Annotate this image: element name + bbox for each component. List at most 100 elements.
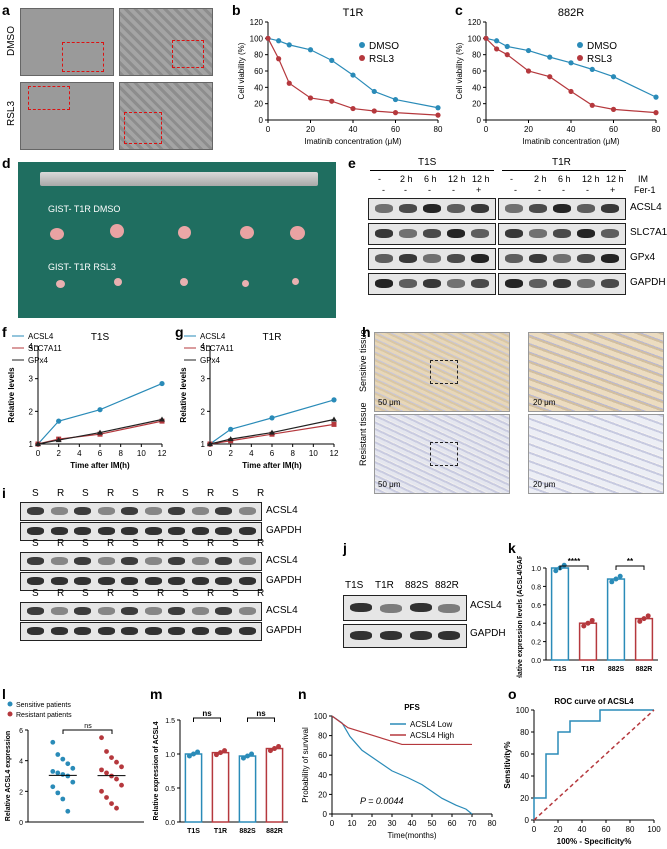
x-tick-label: 0: [266, 125, 271, 134]
data-point: [372, 89, 377, 94]
x-tick-label: T1R: [581, 666, 594, 673]
blot-e-label: GPx4: [630, 252, 655, 263]
y-tick-label: 0: [525, 816, 530, 825]
data-point: [269, 415, 274, 420]
x-tick-label: 20: [368, 819, 377, 828]
panel-a-letter: a: [2, 2, 10, 18]
reference-line: [534, 710, 654, 820]
chart-title: ROC curve of ACSL4: [554, 697, 634, 706]
tumor: [290, 226, 305, 240]
x-tick-label: 40: [567, 125, 576, 134]
data-point: [553, 568, 558, 573]
time-label: 12 h: [448, 174, 466, 184]
data-point: [276, 744, 281, 749]
blot-j-label-acsl4: ACSL4: [470, 600, 502, 611]
y-tick-label: 1: [29, 440, 34, 449]
blot-i-label: GAPDH: [266, 575, 302, 586]
data-point: [308, 95, 313, 100]
legend-label: GPx4: [28, 356, 49, 365]
significance-label: ns: [84, 723, 92, 730]
row-label-im: IM: [638, 174, 648, 184]
significance-label: ns: [256, 709, 266, 718]
y-tick-label: 4: [19, 759, 23, 766]
blot-j-gapdh: [343, 624, 467, 648]
data-point: [329, 99, 334, 104]
time-label: 2 h: [400, 174, 413, 184]
fer-mark: +: [476, 185, 481, 195]
blot-j-label-gapdh: GAPDH: [470, 628, 506, 639]
blot-i-label: GAPDH: [266, 625, 302, 636]
chart-m: 0.00.51.01.5T1S T1R 882S 882Rns nsRelative e…: [150, 700, 296, 846]
y-tick-label: 0: [19, 820, 23, 827]
time-label: 12 h: [472, 174, 490, 184]
y-tick-label: 20: [254, 100, 263, 109]
y-tick-label: 40: [254, 83, 263, 92]
x-tick-label: 10: [348, 819, 357, 828]
legend-marker: [577, 55, 583, 61]
data-point: [104, 795, 109, 800]
y-tick-label: 0: [323, 810, 328, 819]
scale-50um: 50 μm: [378, 480, 400, 489]
lane-label: S: [82, 538, 89, 549]
lane-label: S: [32, 488, 39, 499]
chart-o: 0 20 40 60 80 100 0 20 40 60 80 100 100% - Specifici…: [504, 686, 664, 846]
data-point: [372, 108, 377, 113]
chart-g: 12340 2 4 6 8 10 12Time after IM(h)Relative le…: [176, 328, 356, 478]
blot-e-label: SLC7A11: [630, 227, 667, 238]
data-point: [590, 103, 595, 108]
em-zoom-box: [62, 42, 104, 72]
chart-title: 882R: [558, 7, 584, 19]
em-zoom-box: [28, 86, 70, 110]
chart-title: T1R: [263, 332, 282, 343]
y-tick-label: 0: [259, 116, 264, 125]
y-axis-label: Relative levels: [7, 367, 16, 423]
data-point: [568, 89, 573, 94]
x-tick-label: 882S: [239, 828, 256, 835]
y-tick-label: 80: [318, 732, 327, 741]
series-line-RSL3: [486, 38, 656, 112]
data-point: [97, 407, 102, 412]
data-point: [50, 784, 55, 789]
bar-882R: [636, 619, 653, 660]
data-point: [653, 95, 658, 100]
x-tick-label: 80: [626, 825, 635, 834]
lane-label: S: [32, 588, 39, 599]
data-point: [55, 790, 60, 795]
lane-label: R: [107, 538, 114, 549]
chart-c: 0204060801001200 20 40 60 80Imatinib concent…: [452, 4, 666, 154]
data-point: [547, 55, 552, 60]
chart-n: 0204060801000 10 20 30 40 50 60 70 80Time(months…: [298, 700, 504, 846]
series-line-ACSL4: [210, 400, 334, 444]
data-point: [614, 577, 619, 582]
tumor: [242, 280, 249, 287]
data-point: [331, 417, 337, 422]
tumor-photo: GIST- T1R DMSO GIST- T1R RSL3: [18, 162, 336, 318]
legend-marker: [359, 55, 365, 61]
data-point: [642, 616, 647, 621]
lane-label: R: [107, 588, 114, 599]
data-point: [287, 81, 292, 86]
group-label-t1s: T1S: [418, 157, 436, 168]
row-label-rsl3: RSL3: [6, 101, 17, 126]
lane-label: S: [232, 588, 239, 599]
bar-T1R: [580, 623, 597, 660]
data-point: [65, 774, 70, 779]
scale-20um: 20 μm: [533, 398, 555, 407]
lane-label: R: [107, 488, 114, 499]
fer-mark: -: [586, 185, 589, 195]
significance-label: ****: [568, 557, 581, 566]
data-point: [119, 764, 124, 769]
data-point: [65, 809, 70, 814]
lane-label: R: [257, 488, 264, 499]
lane-label: S: [132, 588, 139, 599]
data-point: [329, 58, 334, 63]
x-tick-label: 10: [309, 449, 318, 458]
lane-label: R: [207, 588, 214, 599]
data-point: [435, 113, 440, 118]
significance-bracket: [248, 718, 275, 722]
y-axis-label: Relative levels: [179, 367, 188, 423]
x-axis-label: Time after IM(h): [70, 461, 130, 470]
lane-label: S: [82, 488, 89, 499]
lane-label: R: [207, 538, 214, 549]
data-point: [393, 110, 398, 115]
